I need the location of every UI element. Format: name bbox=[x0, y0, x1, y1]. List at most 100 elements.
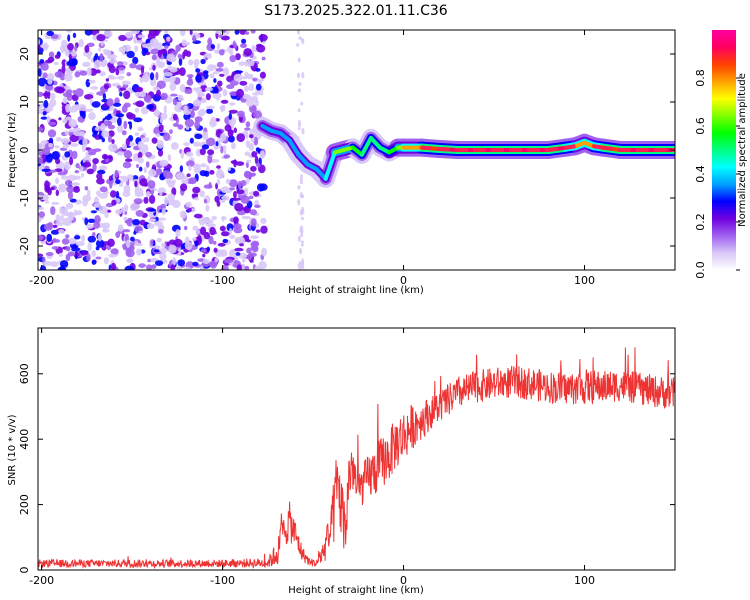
noise-blob bbox=[179, 67, 186, 76]
noise-blob bbox=[202, 253, 206, 258]
snr-x-ticks: -200 -100 0 100 bbox=[29, 328, 595, 587]
noise-blob bbox=[254, 155, 259, 165]
noise-blob bbox=[183, 112, 191, 121]
noise-blob bbox=[38, 165, 44, 169]
noise-blob bbox=[238, 252, 248, 259]
noise-blob bbox=[158, 229, 164, 234]
snr-x-label: Height of straight line (km) bbox=[288, 585, 424, 596]
noise-blob bbox=[84, 44, 90, 53]
noise-blob bbox=[134, 132, 140, 136]
noise-blob bbox=[212, 71, 220, 75]
noise-blob bbox=[210, 44, 215, 49]
noise-blob bbox=[80, 251, 88, 256]
noise-blob bbox=[179, 84, 186, 93]
noise-blob bbox=[83, 161, 92, 168]
noise-blob bbox=[151, 137, 158, 144]
noise-blob bbox=[108, 175, 113, 182]
noise-blob bbox=[301, 72, 305, 79]
noise-blob bbox=[84, 186, 89, 191]
noise-blob bbox=[136, 248, 142, 256]
noise-blob bbox=[51, 246, 59, 250]
noise-blob bbox=[67, 190, 74, 200]
noise-blob bbox=[98, 192, 108, 199]
noise-blob bbox=[66, 61, 72, 66]
noise-blob bbox=[51, 151, 60, 160]
noise-blob bbox=[221, 216, 225, 222]
noise-blob bbox=[134, 45, 139, 52]
noise-blob bbox=[143, 94, 152, 103]
noise-blob bbox=[239, 30, 247, 35]
noise-blob bbox=[297, 57, 301, 63]
noise-blob bbox=[252, 110, 263, 119]
noise-blob bbox=[90, 210, 97, 214]
noise-blob bbox=[123, 216, 128, 221]
noise-blob bbox=[160, 92, 168, 100]
noise-blob bbox=[144, 71, 149, 80]
noise-blob bbox=[151, 54, 157, 61]
noise-blob bbox=[143, 144, 149, 153]
noise-blob bbox=[186, 50, 192, 57]
noise-blob bbox=[60, 214, 64, 222]
noise-blob bbox=[186, 160, 195, 168]
noise-blob bbox=[98, 165, 108, 171]
noise-blob bbox=[58, 252, 63, 257]
noise-blob bbox=[67, 34, 71, 42]
noise-blob bbox=[161, 208, 166, 216]
noise-blob bbox=[137, 157, 144, 164]
noise-blob bbox=[175, 44, 181, 52]
noise-blob bbox=[79, 70, 88, 76]
noise-blob bbox=[139, 90, 146, 98]
noise-blob bbox=[119, 92, 123, 97]
noise-blob bbox=[157, 49, 162, 58]
noise-blob bbox=[240, 180, 247, 187]
noise-blob bbox=[122, 229, 131, 233]
noise-blob bbox=[137, 34, 145, 39]
noise-blob bbox=[297, 108, 301, 113]
noise-blob bbox=[156, 89, 161, 98]
noise-blob bbox=[184, 225, 188, 231]
noise-blob bbox=[164, 30, 169, 35]
noise-blob bbox=[220, 35, 230, 41]
noise-blob bbox=[250, 165, 257, 172]
noise-blob bbox=[221, 104, 226, 112]
noise-blob bbox=[249, 209, 257, 216]
snr-plot-area bbox=[38, 328, 675, 570]
noise-blob bbox=[91, 101, 101, 108]
noise-blob bbox=[233, 216, 239, 224]
snr-y-ticks: 0 200 400 600 bbox=[18, 363, 675, 574]
noise-blob bbox=[243, 48, 252, 57]
colorbar-tick-label: 0.8 bbox=[694, 69, 707, 87]
noise-blob bbox=[203, 199, 208, 204]
noise-blob bbox=[95, 256, 102, 260]
noise-blob bbox=[183, 105, 188, 112]
noise-blob bbox=[101, 61, 106, 68]
noise-blob bbox=[159, 191, 163, 197]
noise-blob bbox=[69, 156, 74, 166]
noise-blob bbox=[38, 110, 43, 114]
noise-blob bbox=[54, 61, 59, 66]
noise-blob bbox=[65, 116, 72, 121]
noise-blob bbox=[213, 145, 219, 150]
noise-blob bbox=[217, 80, 223, 87]
noise-blob bbox=[86, 67, 92, 76]
noise-blob bbox=[297, 198, 301, 206]
noise-blob bbox=[114, 97, 120, 105]
noise-blob bbox=[81, 173, 85, 178]
noise-blob bbox=[153, 249, 160, 253]
noise-blob bbox=[246, 247, 252, 254]
noise-blob bbox=[246, 159, 252, 163]
noise-blob bbox=[59, 260, 69, 268]
noise-blob bbox=[212, 240, 217, 245]
noise-blob bbox=[244, 127, 251, 131]
noise-blob bbox=[38, 143, 43, 150]
noise-blob bbox=[126, 258, 134, 264]
noise-blob bbox=[145, 264, 153, 270]
noise-blob bbox=[82, 137, 88, 147]
y-tick-label: 600 bbox=[18, 363, 31, 384]
noise-blob bbox=[49, 98, 57, 108]
noise-blob bbox=[164, 45, 169, 49]
x-tick-label: -100 bbox=[210, 574, 235, 587]
noise-blob bbox=[61, 238, 70, 245]
noise-blob bbox=[228, 179, 238, 188]
noise-blob bbox=[39, 59, 45, 64]
